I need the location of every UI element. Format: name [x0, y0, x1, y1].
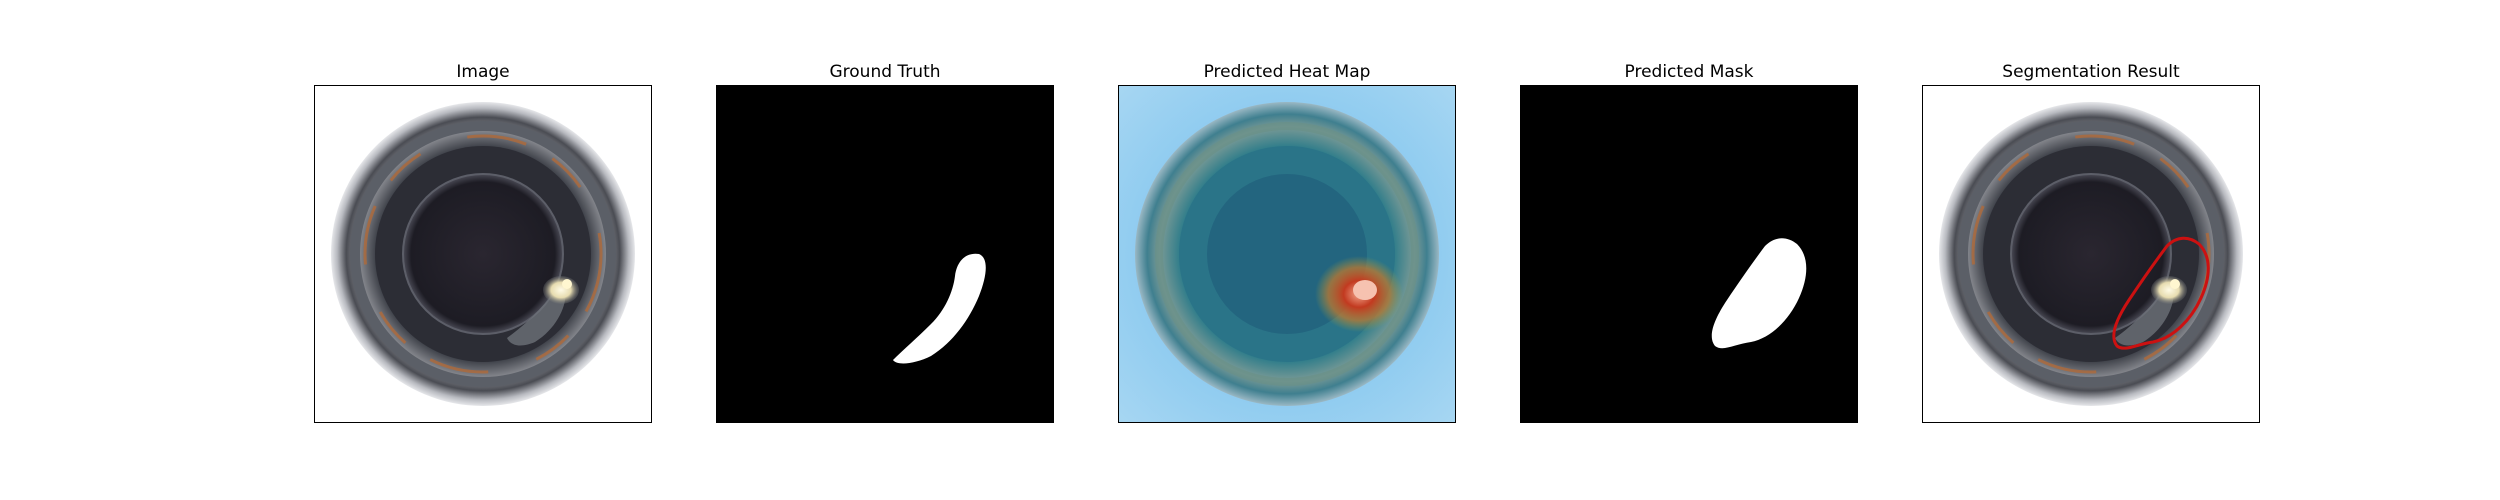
heat-map-frame: [1118, 85, 1456, 423]
panel-title-heat-map: Predicted Heat Map: [1203, 62, 1371, 82]
segmentation-contour-icon: [1939, 102, 2243, 406]
panel-title-segmentation-result: Segmentation Result: [2002, 62, 2180, 82]
image-frame: [314, 85, 652, 423]
bottle-mouth-photo-icon: [331, 102, 635, 406]
segmentation-frame: [1922, 85, 2260, 423]
segmentation-contour: [2112, 236, 2210, 350]
panel-title-predicted-mask: Predicted Mask: [1624, 62, 1754, 82]
predicted-mask-frame: [1520, 85, 1858, 423]
predicted-mask-icon: [1521, 86, 1857, 422]
panel-title-image: Image: [456, 62, 510, 82]
defect-mask-icon: [717, 86, 1053, 422]
heat-map-overlay-icon: [1119, 86, 1455, 422]
panel-title-ground-truth: Ground Truth: [829, 62, 941, 82]
ground-truth-frame: [716, 85, 1054, 423]
